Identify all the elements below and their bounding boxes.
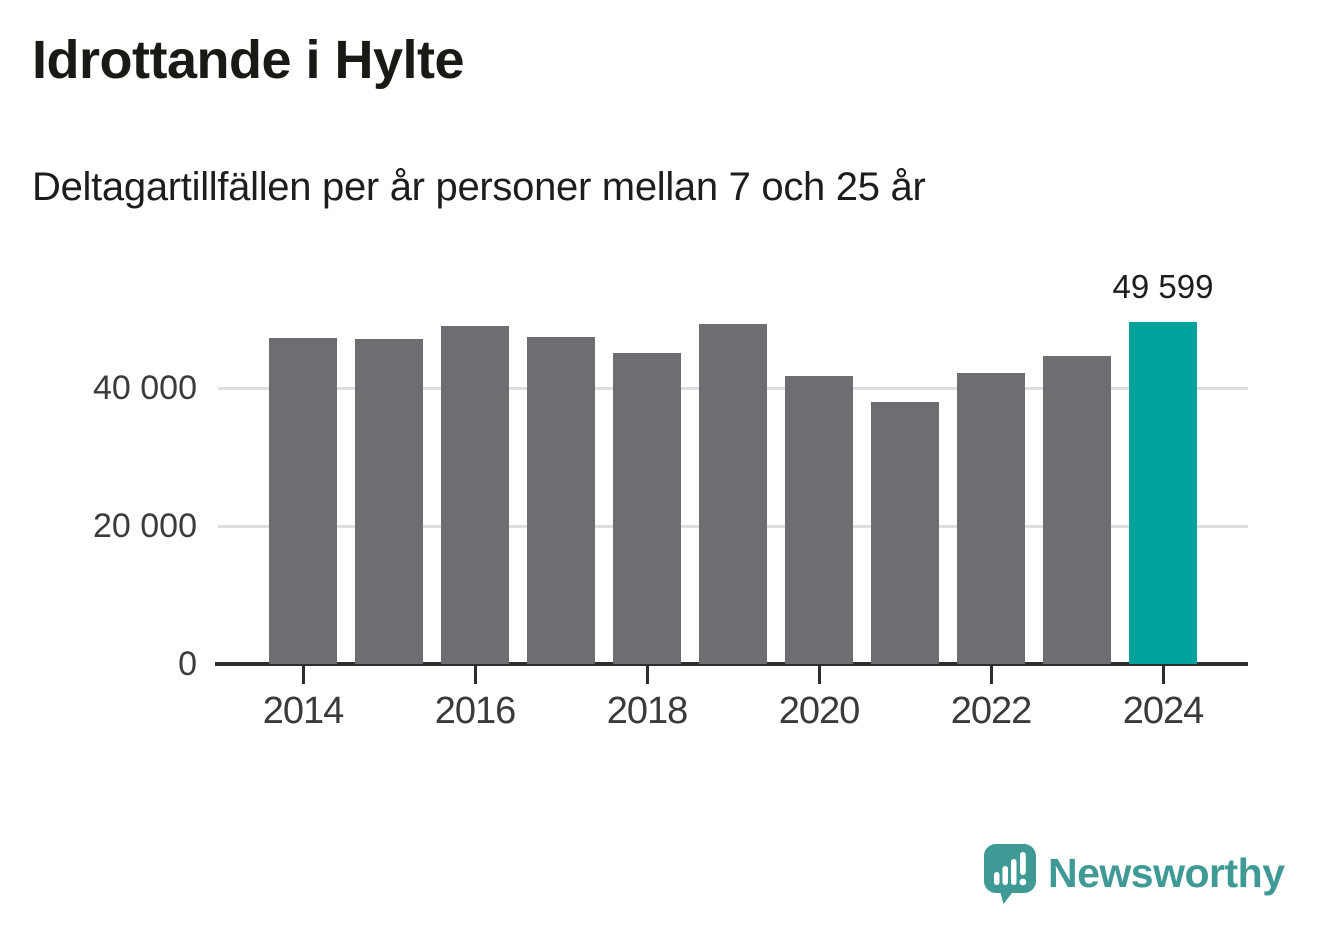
x-axis-tick-mark — [473, 666, 477, 684]
bar-2019 — [699, 324, 767, 664]
y-axis-tick-label: 0 — [178, 645, 197, 683]
x-axis-tick-label: 2014 — [262, 690, 345, 732]
bar-2017 — [527, 337, 595, 664]
newsworthy-logo-icon — [984, 844, 1036, 904]
bar-2020 — [785, 376, 853, 664]
x-axis-tick-mark — [1161, 666, 1165, 684]
bar-2023 — [1043, 356, 1111, 664]
x-axis-tick-label: 2020 — [778, 690, 861, 732]
x-axis-tick-label: 2022 — [950, 690, 1033, 732]
x-axis-tick-label: 2018 — [606, 690, 689, 732]
chart-subtitle: Deltagartillfällen per år personer mella… — [32, 165, 926, 209]
bar-2021 — [871, 402, 939, 664]
x-axis-tick-mark — [817, 666, 821, 684]
page-title: Idrottande i Hylte — [32, 30, 465, 90]
x-axis-tick-mark — [301, 666, 305, 684]
x-axis-tick-label: 2016 — [434, 690, 517, 732]
x-axis-tick-mark — [989, 666, 993, 684]
y-axis-tick-label: 20 000 — [93, 507, 197, 545]
bar-2016 — [441, 326, 509, 664]
newsworthy-brand-name: Newsworthy — [1048, 850, 1285, 896]
bar-2015 — [355, 339, 423, 664]
newsworthy-logo: Newsworthy — [982, 842, 1285, 904]
x-axis-tick-label: 2024 — [1122, 690, 1205, 732]
x-axis-tick-mark — [645, 666, 649, 684]
bar-2014 — [269, 338, 337, 664]
bar-2018 — [613, 353, 681, 664]
bar-2022 — [957, 373, 1025, 664]
x-axis-line — [215, 662, 1248, 666]
y-axis-tick-label: 40 000 — [93, 369, 197, 407]
bar-2024 — [1129, 322, 1197, 664]
bar-value-label: 49 599 — [1112, 268, 1214, 305]
